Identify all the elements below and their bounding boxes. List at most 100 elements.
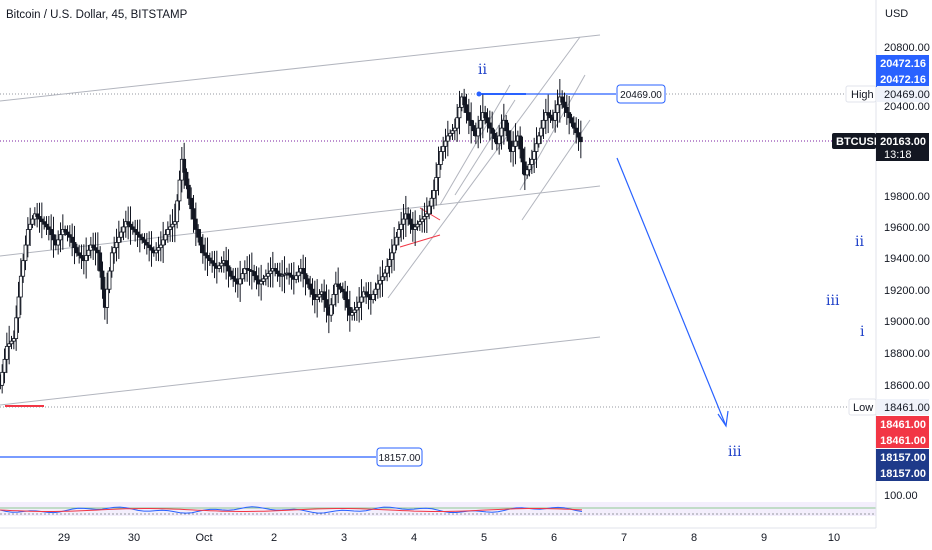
candle-body	[511, 145, 516, 152]
candle-body	[490, 127, 495, 134]
candle-body	[436, 164, 441, 178]
candle-body	[217, 265, 222, 269]
candle-body	[289, 274, 294, 278]
projection-arrow[interactable]	[616, 157, 729, 428]
price-badge: 20472.16	[880, 74, 926, 86]
candle-body	[322, 291, 327, 301]
candle-body	[9, 340, 14, 345]
candle-body	[513, 140, 518, 147]
price-tick: 18600.00	[884, 380, 930, 392]
candle-body	[275, 270, 280, 275]
candle-body	[506, 130, 511, 142]
svg-text:20469.00: 20469.00	[620, 90, 662, 101]
candle-body	[137, 234, 142, 238]
candle-body	[4, 345, 9, 360]
candle-body	[345, 299, 350, 308]
candle-body	[184, 171, 189, 186]
price-badge: 18461.00	[880, 419, 926, 431]
candle-body	[163, 234, 168, 241]
candle-body	[135, 231, 140, 236]
candle-body	[228, 270, 233, 277]
price-series	[0, 79, 583, 394]
candle-body	[546, 112, 551, 116]
candle-body	[233, 278, 238, 282]
candle-body	[443, 140, 448, 147]
time-tick: 4	[411, 532, 417, 544]
candle-body	[450, 130, 455, 134]
price-badge: 20472.16	[880, 58, 926, 70]
candle-body	[107, 270, 112, 290]
low-label: Low	[853, 402, 873, 414]
candle-body	[462, 96, 467, 106]
candle-body	[161, 239, 166, 246]
candle-body	[534, 143, 539, 152]
candle-body	[191, 208, 196, 220]
rsi-pane	[0, 502, 876, 516]
candle-body	[434, 177, 439, 191]
candle-body	[553, 112, 558, 121]
candle-body	[380, 276, 385, 281]
candle-body	[310, 288, 315, 295]
price-box-high[interactable]: 20469.00	[616, 84, 666, 104]
candle-body	[207, 257, 212, 262]
candle-body	[308, 283, 313, 290]
candle-body	[249, 270, 254, 272]
candle-body	[375, 283, 380, 290]
candle-body	[499, 127, 504, 137]
candle-body	[170, 223, 175, 228]
time-axis: 29 30 Oct 2 3 4 5 6 7 8 9 10	[58, 532, 840, 544]
candle-body	[119, 231, 124, 238]
candle-body	[196, 229, 201, 238]
candle-body	[238, 278, 243, 285]
candle-body	[58, 234, 63, 241]
candle-body	[296, 271, 301, 277]
rsi-signal-line	[0, 508, 583, 512]
candle-body	[543, 112, 548, 121]
candle-body	[149, 247, 154, 251]
candle-body	[427, 205, 432, 215]
wave-label: ii	[855, 234, 864, 250]
candle-body	[198, 236, 203, 246]
candle-body	[245, 268, 250, 270]
price-axis: USD 20800.00 20400.00 19800.00 19600.00 …	[832, 8, 930, 502]
candle-body	[147, 244, 152, 249]
candle-body	[422, 216, 427, 220]
candle-body	[385, 265, 390, 274]
time-tick: 6	[551, 532, 557, 544]
candle-body	[175, 200, 180, 223]
candle-body	[21, 260, 26, 277]
candle-body	[23, 244, 28, 262]
candle-body	[67, 234, 72, 238]
candle-body	[424, 213, 429, 217]
candle-body	[315, 296, 320, 301]
candle-body	[392, 244, 397, 254]
candle-body	[336, 283, 341, 288]
candle-body	[417, 221, 422, 225]
candle-body	[168, 226, 173, 230]
candle-body	[219, 262, 224, 267]
candle-body	[548, 114, 553, 119]
candle-body	[105, 288, 110, 308]
candle-body	[205, 255, 210, 259]
candle-body	[301, 268, 306, 275]
candle-body	[452, 127, 457, 132]
candle-body	[338, 286, 343, 290]
candle-body	[252, 271, 257, 277]
candle-body	[478, 119, 483, 129]
price-box-low[interactable]: 18157.00	[376, 447, 423, 467]
time-tick: 10	[828, 532, 840, 544]
candle-body	[247, 269, 252, 271]
candle-body	[266, 273, 271, 277]
candle-body	[182, 158, 187, 173]
candle-body	[126, 221, 131, 225]
candle-body	[240, 273, 245, 280]
rising-channel-line	[454, 99, 516, 196]
candle-body	[350, 312, 355, 316]
price-tick: 20400.00	[884, 101, 930, 113]
candle-body	[263, 275, 268, 280]
candle-body	[413, 226, 418, 230]
candle-body	[100, 270, 105, 290]
candle-body	[445, 135, 450, 142]
candle-body	[305, 278, 310, 285]
